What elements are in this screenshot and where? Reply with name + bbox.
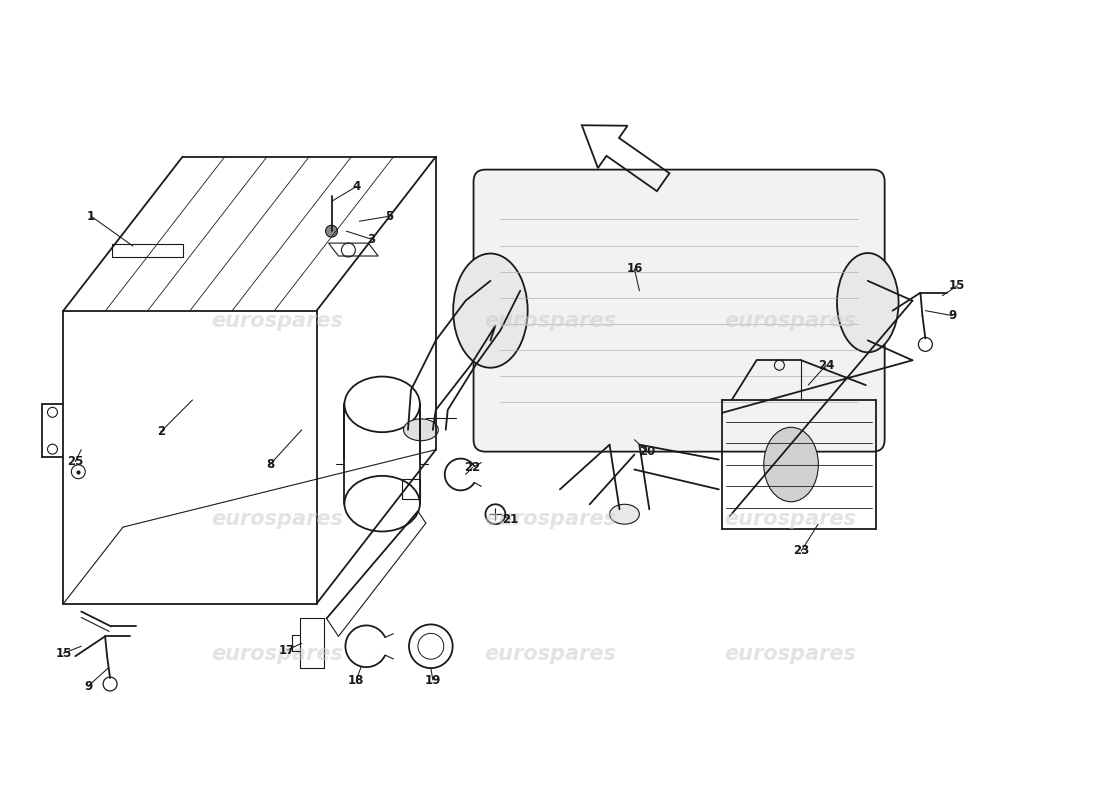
Text: eurospares: eurospares [211, 509, 343, 529]
Text: 3: 3 [367, 233, 375, 246]
Text: 18: 18 [349, 674, 364, 686]
Text: eurospares: eurospares [484, 310, 616, 330]
Text: 9: 9 [948, 309, 956, 322]
Text: eurospares: eurospares [725, 310, 856, 330]
Text: 9: 9 [84, 679, 92, 693]
Text: 8: 8 [266, 458, 274, 471]
Circle shape [326, 226, 338, 237]
Text: eurospares: eurospares [725, 644, 856, 664]
Ellipse shape [763, 427, 818, 502]
Ellipse shape [609, 504, 639, 524]
Text: 23: 23 [793, 545, 810, 558]
Text: 1: 1 [87, 210, 96, 222]
Text: 15: 15 [55, 646, 72, 660]
Text: eurospares: eurospares [211, 644, 343, 664]
Text: 22: 22 [464, 461, 481, 474]
Text: 20: 20 [639, 445, 656, 458]
Ellipse shape [453, 254, 528, 368]
Text: 2: 2 [156, 426, 165, 438]
Text: 19: 19 [425, 674, 441, 686]
Text: 5: 5 [385, 210, 394, 222]
Text: 21: 21 [503, 513, 518, 526]
Text: 15: 15 [949, 279, 966, 292]
Text: 4: 4 [352, 180, 361, 193]
Text: 16: 16 [626, 262, 642, 275]
Text: eurospares: eurospares [484, 509, 616, 529]
Ellipse shape [404, 419, 438, 441]
Text: 17: 17 [278, 644, 295, 657]
FancyBboxPatch shape [473, 170, 884, 452]
Text: eurospares: eurospares [725, 509, 856, 529]
Ellipse shape [837, 253, 899, 352]
Text: eurospares: eurospares [484, 644, 616, 664]
Text: eurospares: eurospares [211, 310, 343, 330]
Text: 24: 24 [818, 358, 834, 372]
Text: 25: 25 [67, 455, 84, 468]
